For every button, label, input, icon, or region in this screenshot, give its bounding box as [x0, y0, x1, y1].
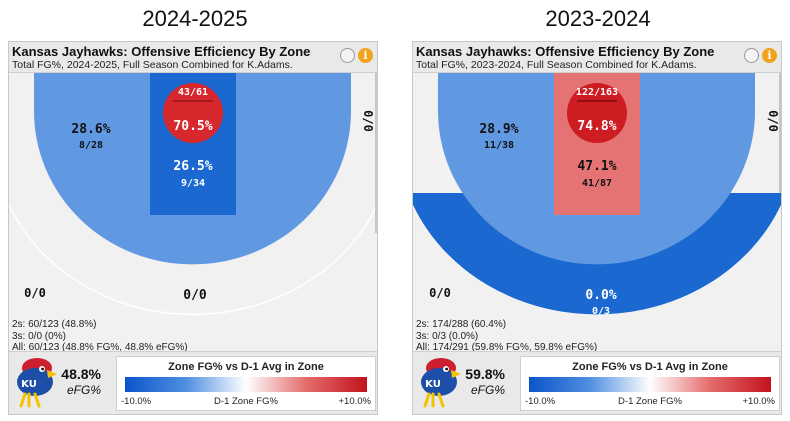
- three-top-pct: 0.0%: [585, 288, 616, 303]
- rim-pct: 74.8%: [577, 119, 616, 134]
- efg-label: eFG%: [470, 383, 505, 397]
- legend-gradient-bar: [529, 377, 771, 392]
- legend-min-label: -10.0%: [525, 396, 556, 407]
- logo-text: KU: [21, 379, 37, 390]
- legend-max-label: +10.0%: [742, 396, 776, 407]
- court-svg: 122/163 74.8% 47.1% 41/87 28.9% 11/38 0/…: [413, 73, 781, 353]
- info-icon[interactable]: i: [762, 48, 777, 63]
- paint-made-att: 41/87: [582, 178, 612, 189]
- efg-value: 48.8%: [61, 366, 101, 382]
- toggle-circle-icon[interactable]: [340, 48, 355, 63]
- toggle-circle-icon[interactable]: [744, 48, 759, 63]
- rim-pct: 70.5%: [173, 119, 212, 134]
- legend-max-label: +10.0%: [338, 396, 372, 407]
- legend-area: KU 59.8% eFG% Zone FG% vs D-1 Avg in Zon…: [413, 351, 781, 414]
- shot-chart-panel-left: Kansas Jayhawks: Offensive Efficiency By…: [8, 41, 378, 415]
- three-top-made-att: 0/3: [592, 306, 610, 317]
- paint-pct: 26.5%: [173, 159, 212, 174]
- zone-rim[interactable]: [567, 83, 627, 143]
- three-point-arc: [9, 204, 377, 316]
- logo-text: KU: [425, 379, 441, 390]
- shot-totals: 2s: 174/288 (60.4%) 3s: 0/3 (0.0%) All: …: [416, 319, 597, 354]
- rim-made-att: 122/163: [576, 87, 618, 98]
- efg-label: eFG%: [66, 383, 101, 397]
- twos-total: 2s: 60/123 (48.8%): [12, 319, 97, 330]
- midrange-pct: 28.6%: [71, 122, 110, 137]
- zone-rim[interactable]: [163, 83, 223, 143]
- three-top-pct: 0/0: [183, 288, 207, 303]
- paint-pct: 47.1%: [577, 159, 616, 174]
- legend-gradient-bar: [125, 377, 367, 392]
- corner-right-label: 0/0: [361, 110, 375, 132]
- jayhawk-logo-icon: KU: [17, 358, 57, 408]
- corner-left-label: 0/0: [429, 286, 451, 300]
- threes-total: 3s: 0/0 (0%): [12, 330, 66, 342]
- court-svg: 43/61 70.5% 26.5% 9/34 28.6% 8/28 0/0 0/…: [9, 73, 377, 353]
- threes-total: 3s: 0/3 (0.0%): [416, 330, 479, 342]
- all-total: All: 60/123 (48.8% FG%, 48.8% eFG%): [12, 342, 188, 353]
- panel-subtitle: Total FG%, 2023-2024, Full Season Combin…: [416, 59, 697, 71]
- efg-value: 59.8%: [465, 366, 505, 382]
- shot-chart-panel-right: Kansas Jayhawks: Offensive Efficiency By…: [412, 41, 782, 415]
- color-legend: Zone FG% vs D-1 Avg in Zone -10.0% D-1 Z…: [116, 356, 376, 411]
- legend-area: KU 48.8% eFG% Zone FG% vs D-1 Avg in Zon…: [9, 351, 377, 414]
- all-total: All: 174/291 (59.8% FG%, 59.8% eFG%): [416, 342, 598, 353]
- color-legend: Zone FG% vs D-1 Avg in Zone -10.0% D-1 Z…: [520, 356, 780, 411]
- panel-header: Kansas Jayhawks: Offensive Efficiency By…: [413, 42, 781, 73]
- panel-title: Kansas Jayhawks: Offensive Efficiency By…: [12, 44, 311, 59]
- panel-header: Kansas Jayhawks: Offensive Efficiency By…: [9, 42, 377, 73]
- paint-made-att: 9/34: [181, 178, 205, 189]
- shot-totals: 2s: 60/123 (48.8%) 3s: 0/0 (0%) All: 60/…: [12, 319, 188, 354]
- legend-min-label: -10.0%: [121, 396, 152, 407]
- midrange-made-att: 8/28: [79, 140, 103, 151]
- legend-mid-label: D-1 Zone FG%: [214, 396, 278, 407]
- corner-right-label: 0/0: [766, 110, 780, 132]
- jayhawk-logo-icon: KU: [421, 358, 461, 408]
- season-title-right: 2023-2024: [545, 6, 651, 31]
- panel-subtitle: Total FG%, 2024-2025, Full Season Combin…: [12, 59, 293, 71]
- corner-left-label: 0/0: [24, 286, 46, 300]
- legend-title: Zone FG% vs D-1 Avg in Zone: [168, 361, 324, 373]
- info-icon[interactable]: i: [358, 48, 373, 63]
- legend-mid-label: D-1 Zone FG%: [618, 396, 682, 407]
- legend-title: Zone FG% vs D-1 Avg in Zone: [572, 361, 728, 373]
- season-title-left: 2024-2025: [142, 6, 248, 31]
- zone-outside: [413, 205, 781, 353]
- midrange-made-att: 11/38: [484, 140, 514, 151]
- midrange-pct: 28.9%: [479, 122, 518, 137]
- rim-made-att: 43/61: [178, 87, 208, 98]
- panel-title: Kansas Jayhawks: Offensive Efficiency By…: [416, 44, 715, 59]
- twos-total: 2s: 174/288 (60.4%): [416, 319, 507, 330]
